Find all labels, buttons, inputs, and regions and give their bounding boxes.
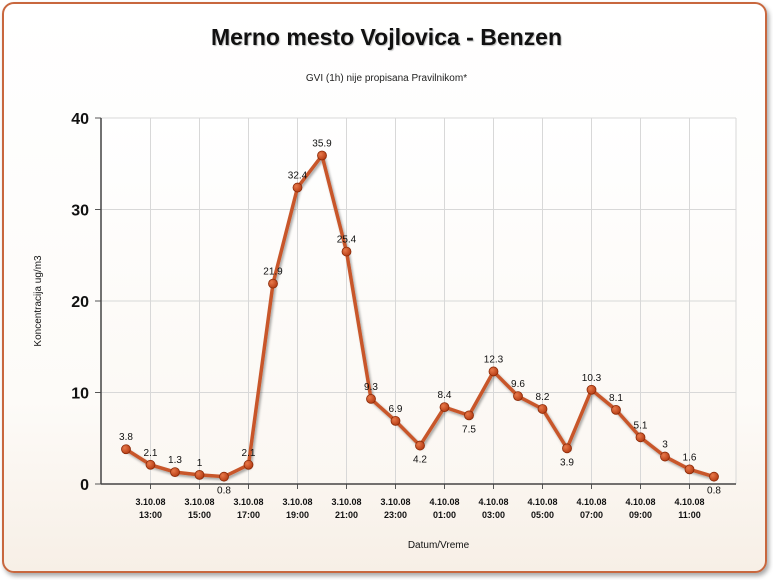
data-label: 21.9: [263, 267, 283, 278]
xtick-label-date: 4.10.08: [478, 497, 508, 507]
data-label: 9.3: [364, 382, 378, 393]
xtick-label-time: 21:00: [335, 510, 358, 520]
xtick-label-time: 19:00: [286, 510, 309, 520]
data-point: [513, 391, 523, 402]
data-point: [660, 451, 670, 462]
xtick-label-date: 4.10.08: [674, 497, 704, 507]
x-axis-title: Datum/Vreme: [408, 540, 470, 551]
data-point: [439, 402, 450, 413]
y-axis-title: Koncentracija ug/m3: [33, 255, 44, 347]
data-label: 35.9: [312, 139, 332, 150]
data-label: 6.9: [389, 404, 403, 415]
xtick-label-time: 11:00: [678, 510, 701, 520]
chart-title: Merno mesto Vojlovica - Benzen: [210, 24, 563, 50]
data-point: [586, 384, 597, 395]
xtick-label-date: 4.10.08: [429, 497, 459, 507]
xtick-label-date: 3.10.08: [184, 497, 214, 507]
xtick-label-date: 4.10.08: [527, 497, 557, 507]
data-point: [709, 471, 719, 482]
data-point: [390, 415, 401, 426]
data-label: 2.1: [242, 448, 256, 459]
data-label: 32.4: [288, 171, 308, 182]
data-label: 0.8: [707, 486, 721, 497]
data-point: [170, 467, 180, 478]
ytick-label: 30: [71, 203, 89, 220]
data-label: 8.4: [438, 390, 452, 401]
data-label: 7.5: [462, 424, 476, 435]
xtick-label-date: 3.10.08: [380, 497, 410, 507]
data-label: 4.2: [413, 455, 427, 466]
ytick-label: 0: [80, 477, 89, 494]
ytick-label: 40: [71, 111, 89, 128]
data-point: [537, 404, 548, 414]
data-label: 3.9: [560, 457, 574, 468]
data-label: 1.6: [683, 452, 697, 463]
data-point: [464, 410, 474, 421]
data-point: [611, 404, 621, 415]
data-label: 5.1: [634, 420, 648, 431]
data-point: [121, 444, 131, 455]
data-point: [415, 440, 425, 451]
data-label: 1: [197, 458, 203, 469]
data-label: 3.8: [119, 432, 133, 443]
data-point: [243, 459, 254, 470]
data-point: [292, 182, 303, 193]
data-label: 25.4: [337, 235, 357, 246]
ytick-label: 10: [71, 386, 89, 403]
chart-subtitle: GVI (1h) nije propisana Pravilnikom*: [305, 73, 468, 84]
data-label: 1.3: [168, 455, 182, 466]
data-point: [684, 464, 695, 475]
data-label: 8.2: [536, 392, 550, 403]
data-label: 0.8: [217, 486, 231, 497]
data-point: [145, 459, 156, 470]
data-label: 8.1: [609, 393, 623, 404]
xtick-label-time: 05:00: [531, 510, 554, 520]
data-point: [341, 246, 352, 257]
xtick-label-time: 15:00: [188, 510, 211, 520]
xtick-label-time: 23:00: [384, 510, 407, 520]
data-point: [219, 471, 229, 482]
xtick-label-time: 13:00: [139, 510, 162, 520]
data-point: [194, 469, 205, 480]
data-label: 3: [662, 440, 668, 451]
data-label: 10.3: [582, 373, 602, 384]
xtick-label-time: 01:00: [433, 510, 456, 520]
data-point: [562, 443, 572, 454]
xtick-label-time: 17:00: [237, 510, 260, 520]
data-point: [268, 278, 278, 289]
xtick-label-date: 4.10.08: [625, 497, 655, 507]
xtick-label-date: 4.10.08: [576, 497, 606, 507]
xtick-label-time: 07:00: [580, 510, 603, 520]
data-point: [366, 394, 376, 404]
xtick-label-time: 03:00: [482, 510, 505, 520]
xtick-label-date: 3.10.08: [135, 497, 165, 507]
data-label: 2.1: [144, 448, 158, 459]
ytick-label: 20: [71, 294, 89, 311]
data-point: [635, 432, 646, 443]
xtick-label-time: 09:00: [629, 510, 652, 520]
data-point: [317, 150, 327, 161]
xtick-label-date: 3.10.08: [331, 497, 361, 507]
xtick-label-date: 3.10.08: [282, 497, 312, 507]
data-label: 12.3: [484, 354, 504, 365]
xtick-label-date: 3.10.08: [233, 497, 263, 507]
data-label: 9.6: [511, 379, 525, 390]
data-point: [488, 366, 499, 377]
